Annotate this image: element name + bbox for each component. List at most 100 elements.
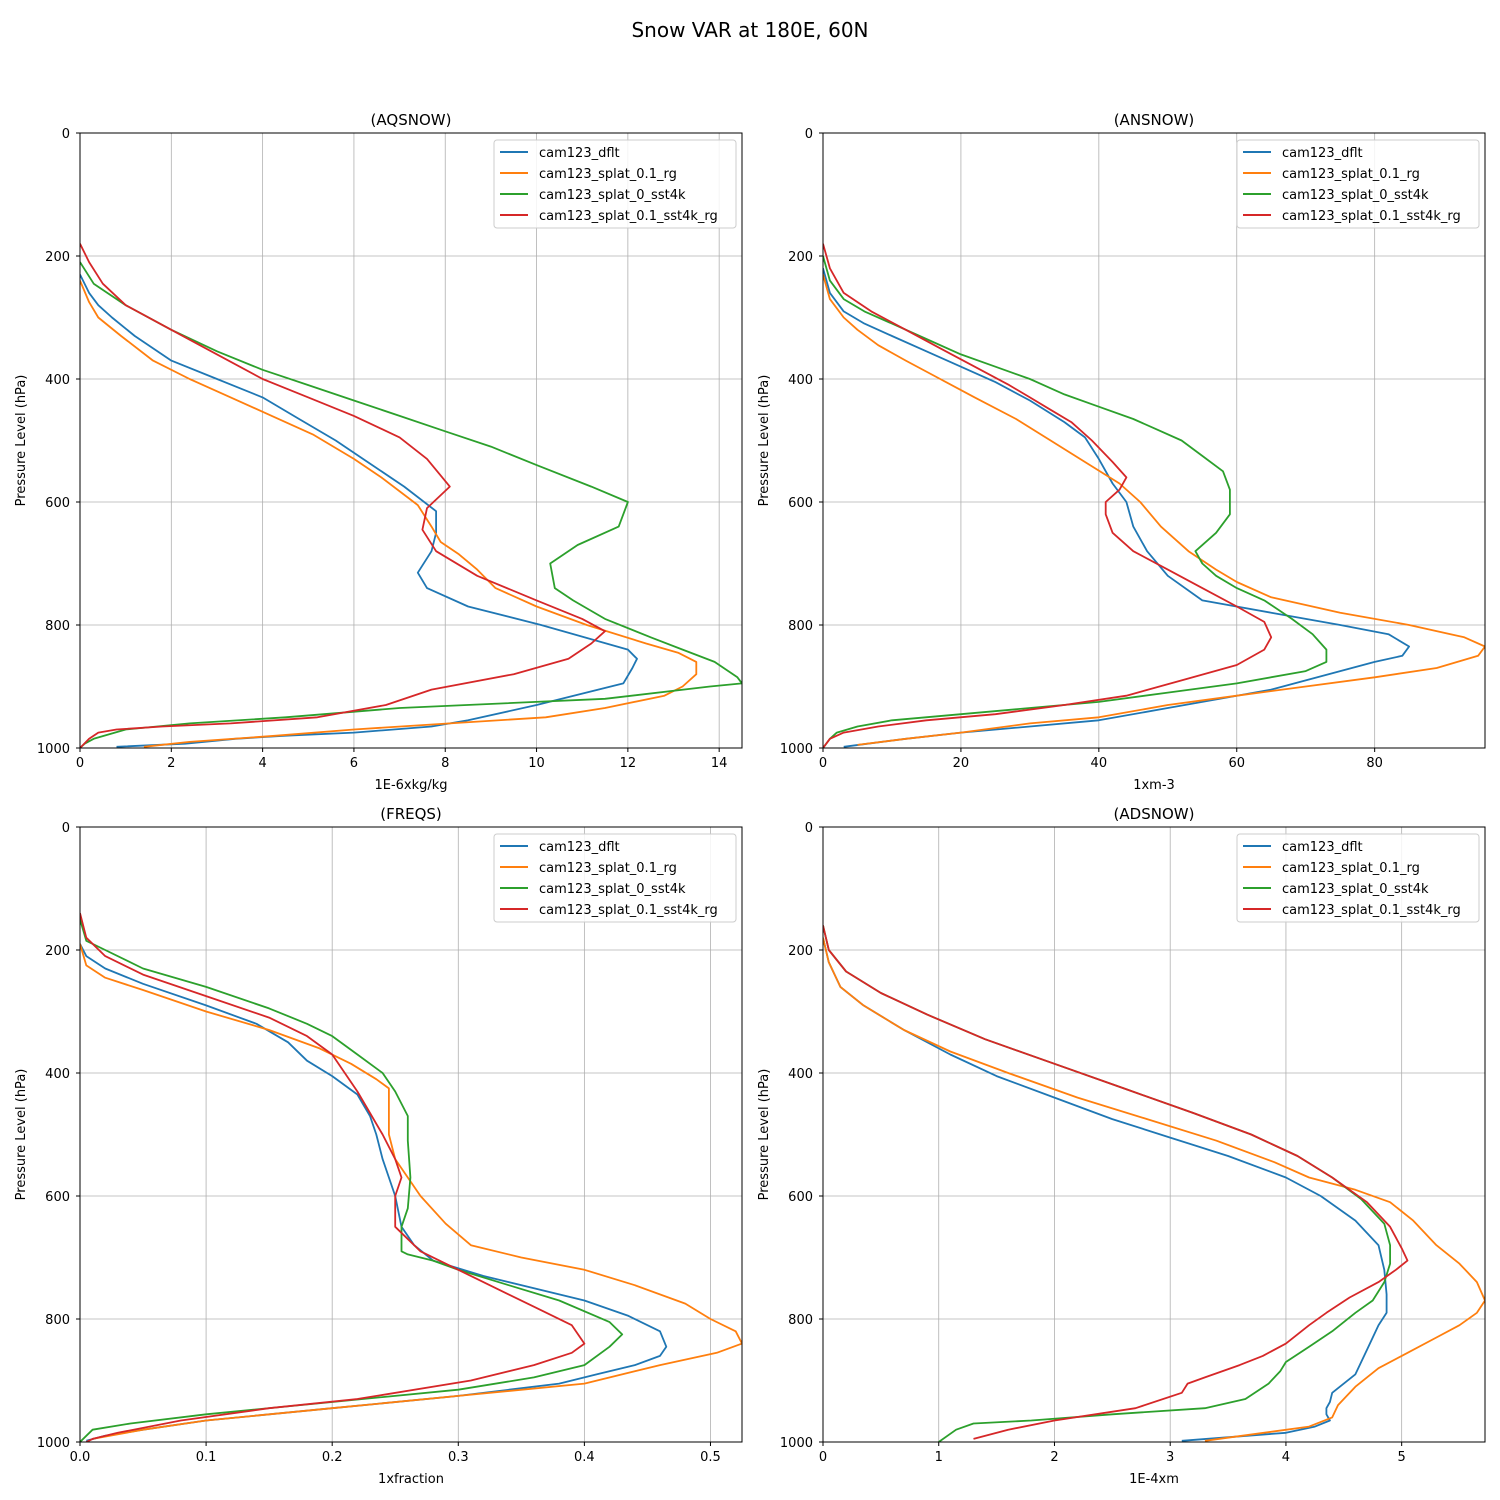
y-tick-label: 600: [45, 496, 70, 511]
y-tick-label: 200: [45, 944, 70, 959]
x-axis-label: 1E-4xm: [1129, 1472, 1179, 1487]
y-tick-label: 0: [62, 821, 70, 836]
x-tick-label: 2: [167, 756, 175, 771]
y-axis-label: Pressure Level (hPa): [757, 375, 772, 507]
series-group: [80, 912, 742, 1442]
panel-title: (FREQS): [380, 805, 442, 823]
x-tick-label: 0.4: [574, 1450, 595, 1465]
y-tick-label: 800: [788, 619, 813, 634]
panel-3: 0.0 0.1 0.2 0.3 0.4 0.5 0 200 400 600 800 1000 (FREQ…: [14, 805, 743, 1487]
x-tick-label: 8: [441, 756, 449, 771]
legend-entry: cam123_dflt: [539, 146, 620, 161]
y-tick-label: 400: [788, 1067, 813, 1082]
y-tick-label: 600: [788, 496, 813, 511]
series-line-cam123_splat_0.1_sst4k_rg: [823, 925, 1409, 1440]
series-line-cam123_splat_0_sst4k: [80, 919, 624, 1442]
legend-entry: cam123_splat_0_sst4k: [1282, 188, 1429, 203]
x-tick-label: 14: [711, 756, 728, 771]
legend-entry: cam123_dflt: [1282, 146, 1363, 161]
panel-2: 0 20 40 60 8002004006008001000(ANSNOW)1xm-3P…: [757, 111, 1486, 793]
legend-box: [493, 139, 737, 229]
series-line-cam123_splat_0.1_rg: [80, 280, 698, 748]
plot-frame: [822, 826, 1486, 1443]
x-tick-label: 0: [819, 1450, 827, 1465]
legend: cam123_dflt cam123_splat_0.1_rg cam123_spl…: [493, 833, 737, 923]
y-axis-label: Pressure Level (hPa): [14, 1069, 29, 1201]
series-line-cam123_dflt: [823, 937, 1388, 1442]
series-line-cam123_splat_0.1_rg: [823, 274, 1485, 746]
x-tick-label: 40: [1091, 756, 1108, 771]
y-tick-label: 0: [62, 127, 70, 142]
legend-entry: cam123_splat_0.1_rg: [539, 167, 677, 182]
legend-entry: cam123_splat_0.1_rg: [1282, 861, 1420, 876]
y-tick-label: 1000: [780, 742, 813, 757]
x-tick-label: 80: [1366, 756, 1383, 771]
y-tick-label: 800: [45, 1313, 70, 1328]
legend-entry: cam123_splat_0_sst4k: [539, 188, 686, 203]
legend-entry: cam123_splat_0_sst4k: [1282, 882, 1429, 897]
y-tick-label: 400: [788, 373, 813, 388]
series-group: [823, 925, 1485, 1442]
y-tick-label: 200: [45, 250, 70, 265]
y-tick-label: 0: [805, 821, 813, 836]
y-tick-label: 600: [788, 1190, 813, 1205]
plot-frame: [79, 826, 743, 1443]
y-tick-label: 800: [788, 1313, 813, 1328]
series-line-cam123_splat_0.1_rg: [823, 937, 1485, 1442]
legend-entry: cam123_splat_0.1_rg: [1282, 167, 1420, 182]
x-tick-label: 6: [350, 756, 358, 771]
y-tick-label: 200: [788, 944, 813, 959]
x-tick-label: 5: [1398, 1450, 1406, 1465]
panel-4: 0 1 2 3 4 5 0 200 400 600 800 1000 (ADSNOW) 1E-4xm Pre…: [757, 805, 1486, 1487]
legend-entry: cam123_splat_0.1_sst4k_rg: [539, 209, 718, 224]
legend: cam123_dflt cam123_splat_0.1_rg cam123_spl…: [1236, 833, 1480, 923]
legend-entry: cam123_splat_0.1_rg: [539, 861, 677, 876]
x-tick-label: 1: [935, 1450, 943, 1465]
legend-entry: cam123_splat_0.1_sst4k_rg: [1282, 209, 1461, 224]
x-tick-label: 10: [528, 756, 545, 771]
x-tick-label: 0.1: [196, 1450, 217, 1465]
panels: 0 2 4 6 8 10 12 1402004006008001000(AQSNOW)1E-6…: [14, 111, 1486, 1487]
x-tick-label: 4: [258, 756, 266, 771]
y-tick-label: 1000: [37, 742, 70, 757]
y-axis-label: Pressure Level (hPa): [757, 1069, 772, 1201]
series-group: [80, 243, 742, 748]
legend-box: [1236, 139, 1480, 229]
x-axis-label: 1xfraction: [378, 1472, 444, 1487]
panel-title: (ADSNOW): [1114, 805, 1195, 823]
y-axis-label: Pressure Level (hPa): [14, 375, 29, 507]
series-line-cam123_dflt: [823, 268, 1410, 748]
x-tick-label: 0.0: [70, 1450, 91, 1465]
y-tick-label: 400: [45, 373, 70, 388]
legend-entry: cam123_dflt: [539, 840, 620, 855]
panel-title: (ANSNOW): [1114, 111, 1195, 129]
x-tick-label: 3: [1166, 1450, 1174, 1465]
y-tick-label: 0: [805, 127, 813, 142]
x-tick-label: 2: [1050, 1450, 1058, 1465]
y-tick-label: 200: [788, 250, 813, 265]
x-tick-label: 0.3: [448, 1450, 469, 1465]
panel-1: 0 2 4 6 8 10 12 14 0 200 400 600 800 1000 (AQSNOW) 1E-6…: [14, 111, 743, 793]
x-tick-label: 0.5: [700, 1450, 721, 1465]
legend-entry: cam123_splat_0_sst4k: [539, 882, 686, 897]
x-tick-label: 0.2: [322, 1450, 343, 1465]
legend-box: [493, 833, 737, 923]
series-group: [823, 243, 1485, 748]
plot-frame: [822, 132, 1486, 749]
legend-entry: cam123_splat_0.1_sst4k_rg: [539, 903, 718, 918]
plot-frame: [79, 132, 743, 749]
series-line-cam123_splat_0.1_sst4k_rg: [80, 243, 606, 748]
y-tick-label: 1000: [780, 1436, 813, 1451]
x-tick-label: 4: [1282, 1450, 1290, 1465]
y-tick-label: 400: [45, 1067, 70, 1082]
x-axis-label: 1xm-3: [1133, 778, 1175, 793]
x-axis-label: 1E-6xkg/kg: [374, 778, 447, 793]
y-tick-label: 1000: [37, 1436, 70, 1451]
x-tick-label: 12: [620, 756, 637, 771]
series-line-cam123_dflt: [80, 274, 638, 748]
x-tick-label: 60: [1228, 756, 1245, 771]
series-line-cam123_splat_0.1_sst4k_rg: [80, 912, 586, 1442]
y-tick-label: 600: [45, 1190, 70, 1205]
legend-box: [1236, 833, 1480, 923]
